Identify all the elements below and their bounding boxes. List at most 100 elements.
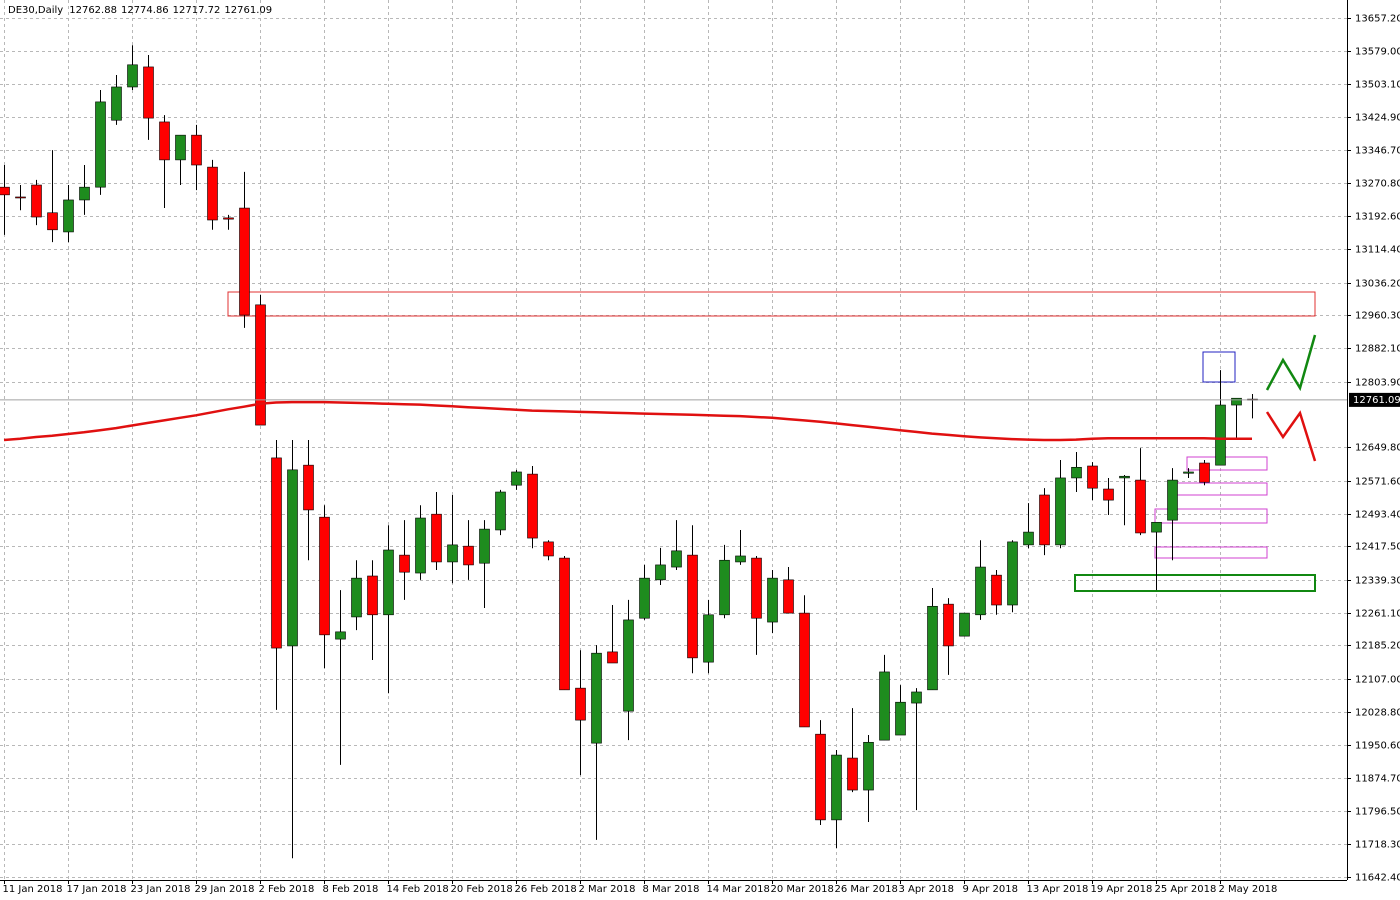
candle-body — [879, 671, 890, 741]
x-tick-label: 2 Mar 2018 — [579, 884, 636, 895]
x-tick-label: 19 Apr 2018 — [1091, 884, 1153, 895]
candle-body — [991, 574, 1002, 606]
candle-body — [719, 559, 730, 616]
candle-body — [191, 134, 202, 166]
y-tick-label: 12960.30 — [1355, 311, 1400, 322]
x-tick-label: 14 Mar 2018 — [707, 884, 770, 895]
y-tick-label: 13036.20 — [1355, 279, 1400, 290]
x-tick-label: 8 Feb 2018 — [323, 884, 379, 895]
y-tick-label: 12107.00 — [1355, 675, 1400, 686]
candle-body — [479, 528, 490, 564]
candle-body — [815, 733, 826, 821]
x-tick-label: 3 Apr 2018 — [899, 884, 954, 895]
y-tick-label: 11950.60 — [1355, 741, 1400, 752]
candle-body — [431, 513, 442, 563]
header-low: 12717.72 — [173, 5, 221, 16]
candle-body — [559, 557, 570, 691]
y-tick-label: 12028.80 — [1355, 708, 1400, 719]
candle-body — [255, 304, 266, 426]
candle-body — [959, 612, 970, 637]
candle-body — [223, 217, 234, 220]
candle-body — [895, 701, 906, 736]
candle-body — [175, 134, 186, 161]
y-tick-label: 13192.60 — [1355, 212, 1400, 223]
level-box — [1154, 546, 1268, 559]
header-high: 12774.86 — [121, 5, 169, 16]
candle-body — [1199, 462, 1210, 483]
candle-body — [15, 196, 26, 199]
candle-body — [31, 184, 42, 218]
candle-body — [575, 687, 586, 721]
y-tick-label: 13346.70 — [1355, 146, 1400, 157]
y-tick-label: 12185.20 — [1355, 641, 1400, 652]
y-tick-label: 12571.60 — [1355, 477, 1400, 488]
candle-body — [591, 652, 602, 744]
candle-body — [911, 691, 922, 704]
y-tick-label: 12882.10 — [1355, 344, 1400, 355]
candle-body — [1135, 479, 1146, 534]
x-tick-label: 13 Apr 2018 — [1027, 884, 1089, 895]
y-tick-label: 12261.10 — [1355, 609, 1400, 620]
chart-header: DE30,Daily 12762.88 12774.86 12717.72 12761.… — [8, 5, 272, 16]
candle-body — [143, 66, 154, 119]
candle-body — [463, 545, 474, 566]
candle-body — [607, 651, 618, 664]
candle-body — [639, 577, 650, 619]
candle-body — [1071, 466, 1082, 479]
candle-body — [399, 554, 410, 573]
candle-body — [975, 566, 986, 616]
candle-body — [47, 212, 58, 231]
candle-body — [671, 550, 682, 568]
candle-body — [1103, 488, 1114, 501]
candle-body — [111, 86, 122, 121]
y-tick-label: 12417.50 — [1355, 542, 1400, 553]
y-tick-label: 13503.10 — [1355, 80, 1400, 91]
candle-body — [735, 555, 746, 563]
candle-body — [623, 619, 634, 712]
y-tick-label: 13270.80 — [1355, 179, 1400, 190]
y-tick-label: 13657.20 — [1355, 14, 1400, 25]
x-tick-label: 26 Mar 2018 — [835, 884, 898, 895]
candle-body — [1167, 479, 1178, 521]
candle-body — [1007, 541, 1018, 606]
y-tick-label: 13114.40 — [1355, 245, 1400, 256]
candle-body — [127, 64, 138, 88]
y-tick-label: 11874.70 — [1355, 774, 1400, 785]
candle-body — [271, 457, 282, 649]
candle-body — [79, 186, 90, 201]
annotations — [227, 291, 1317, 592]
candle-body — [511, 471, 522, 486]
x-tick-label: 20 Feb 2018 — [451, 884, 513, 895]
candle-body — [751, 557, 762, 619]
grid — [0, 0, 1347, 880]
candle-body — [847, 757, 858, 791]
current-price-label: 12761.09 — [1353, 395, 1400, 406]
candle-body — [1039, 494, 1050, 546]
candle-body — [159, 121, 170, 161]
candle-body — [495, 491, 506, 531]
level-box — [1154, 508, 1268, 524]
y-tick-label: 12649.80 — [1355, 443, 1400, 454]
candle-body — [0, 186, 10, 196]
candle-body — [703, 614, 714, 663]
candle-body — [1215, 404, 1226, 466]
symbol: DE30,Daily — [8, 5, 63, 16]
candle-body — [655, 564, 666, 581]
resistance-zone — [227, 291, 1316, 317]
candle-body — [207, 166, 218, 221]
candle-body — [239, 207, 250, 316]
support-zone — [1074, 574, 1316, 592]
header-close: 12761.09 — [224, 5, 272, 16]
candle-body — [95, 101, 106, 188]
candle-body — [687, 554, 698, 659]
bullish-scenario — [1265, 334, 1317, 392]
y-tick-label: 12493.40 — [1355, 510, 1400, 521]
candle-body — [383, 549, 394, 616]
candle-body — [1151, 521, 1162, 533]
x-tick-label: 23 Jan 2018 — [131, 884, 191, 895]
candle-body — [831, 754, 842, 821]
level-box — [1186, 456, 1268, 471]
y-tick-label: 13579.00 — [1355, 47, 1400, 58]
